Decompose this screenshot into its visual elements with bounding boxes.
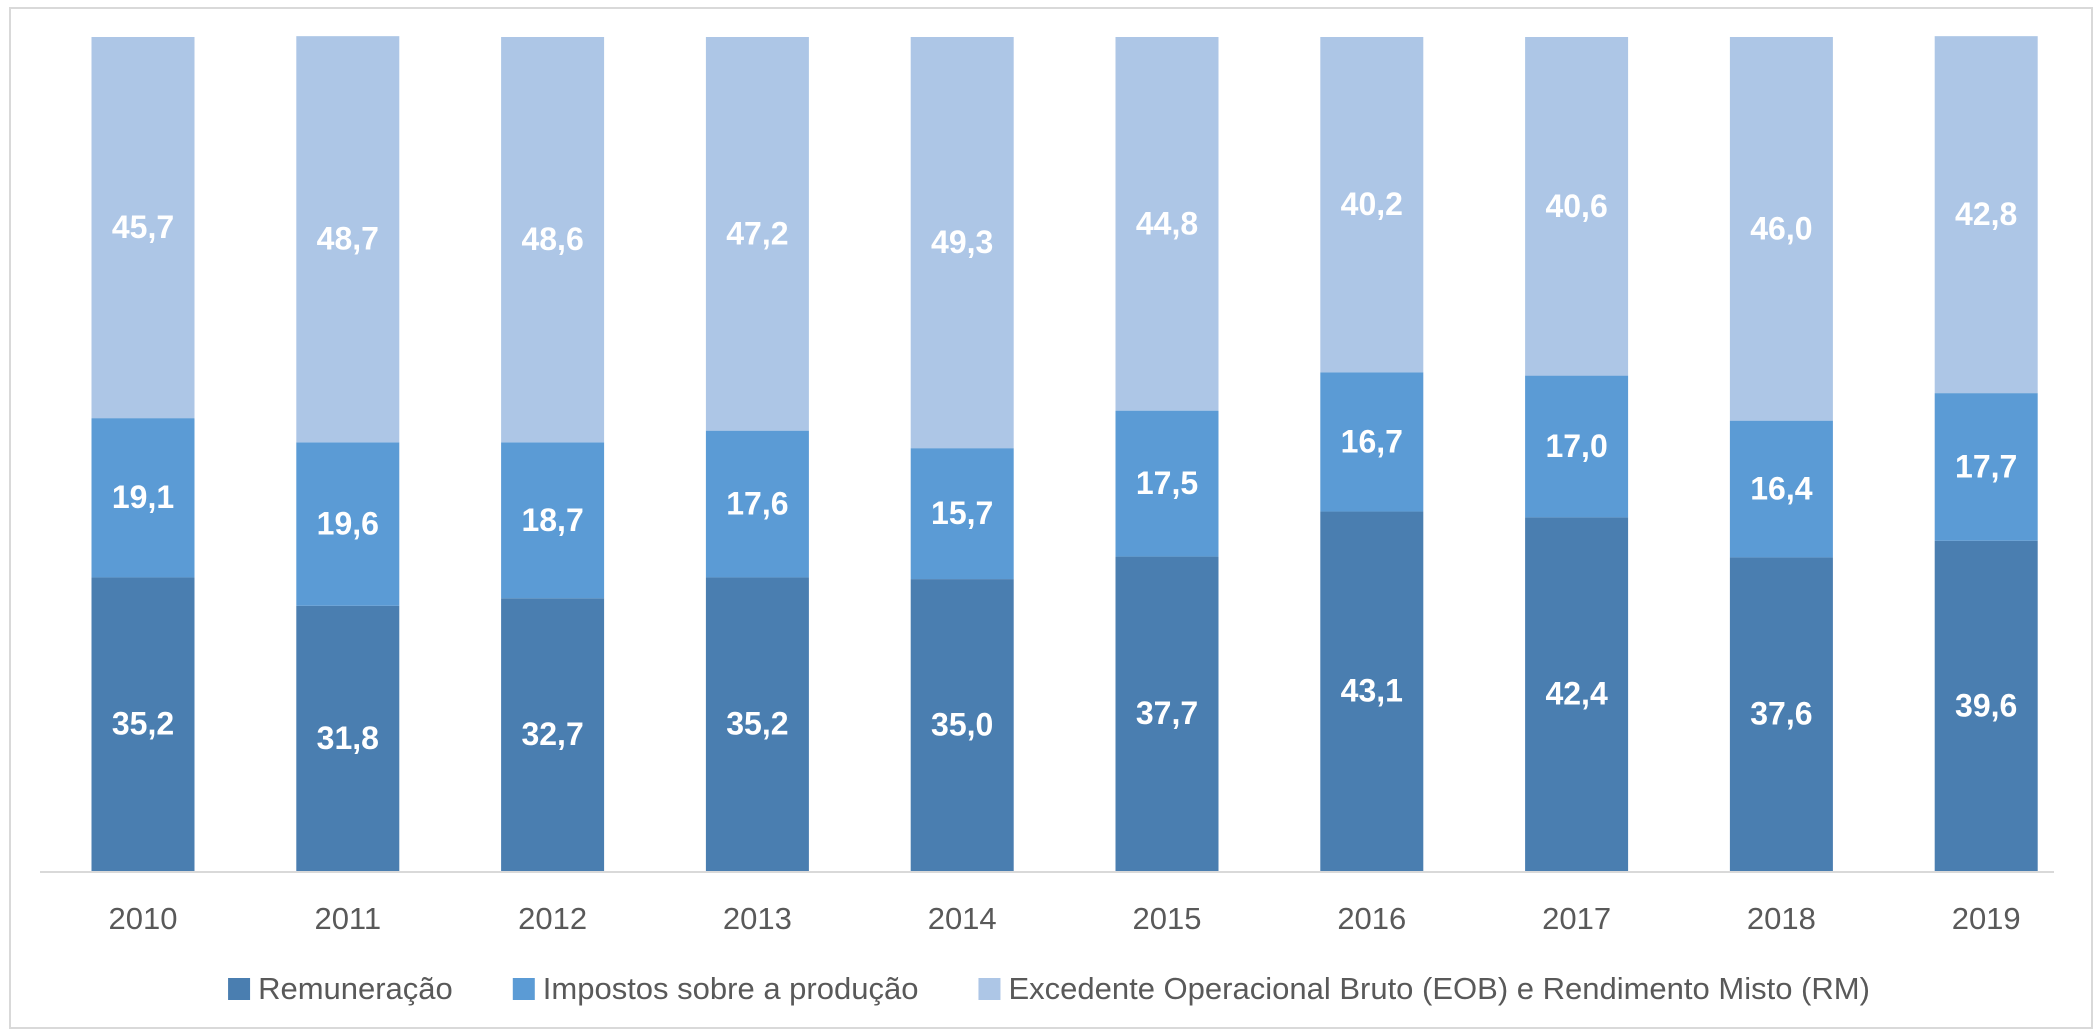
data-label: 18,7 (521, 502, 583, 538)
bar-segment (1115, 556, 1219, 871)
bar-segment (501, 37, 605, 443)
bar-segment (501, 598, 605, 871)
bar-segment (1525, 517, 1629, 871)
bar-segment (1320, 511, 1424, 871)
legend-swatch (228, 978, 251, 1000)
bar-segment (705, 577, 809, 871)
data-label: 19,6 (317, 506, 379, 542)
bar-segment (705, 37, 809, 431)
data-label: 37,6 (1750, 696, 1812, 732)
legend-label: Remuneração (258, 971, 453, 1006)
data-label: 48,7 (317, 221, 379, 257)
x-tick-label: 2010 (109, 901, 178, 936)
bar-segment (1525, 375, 1629, 518)
bar-segment (910, 448, 1014, 580)
bar-segment (296, 442, 400, 606)
data-label: 39,6 (1955, 687, 2017, 723)
data-label: 17,7 (1955, 448, 2017, 484)
x-tick-label: 2018 (1747, 901, 1816, 936)
bar-segment (910, 579, 1014, 871)
data-label: 43,1 (1341, 673, 1403, 709)
bar-segment (1729, 37, 1833, 421)
bar-segment (705, 430, 809, 578)
bar-segment (1934, 393, 2038, 541)
x-tick-label: 2017 (1542, 901, 1611, 936)
data-label: 15,7 (931, 495, 993, 531)
data-label: 16,4 (1750, 470, 1812, 506)
data-label: 45,7 (112, 209, 174, 245)
data-label: 16,7 (1341, 423, 1403, 459)
x-tick-label: 2013 (723, 901, 792, 936)
bar-segment (91, 577, 195, 871)
data-label: 49,3 (931, 224, 993, 260)
data-label: 35,2 (726, 706, 788, 742)
x-tick-label: 2016 (1337, 901, 1406, 936)
data-label: 47,2 (726, 215, 788, 251)
bar-segment (501, 442, 605, 599)
data-label: 42,8 (1955, 196, 2017, 232)
data-label: 35,2 (112, 706, 174, 742)
data-label: 44,8 (1136, 205, 1198, 241)
bar-segment (91, 418, 195, 578)
bar-segment (296, 605, 400, 871)
bar-segment (1525, 37, 1629, 376)
data-label: 48,6 (521, 221, 583, 257)
bar-segment (1934, 36, 2038, 394)
bar-segment (1934, 540, 2038, 871)
x-tick-label: 2019 (1952, 901, 2021, 936)
legend-swatch (512, 978, 535, 1000)
bar-segment (1729, 557, 1833, 871)
legend-label: Excedente Operacional Bruto (EOB) e Rend… (1008, 971, 1869, 1006)
data-label: 17,6 (726, 485, 788, 521)
data-label: 42,4 (1545, 676, 1607, 712)
data-label: 37,7 (1136, 695, 1198, 731)
data-label: 17,5 (1136, 465, 1198, 501)
bar-segment (91, 37, 195, 419)
bar-segment (1115, 37, 1219, 411)
data-label: 40,6 (1545, 188, 1607, 224)
data-label: 31,8 (317, 720, 379, 756)
x-tick-label: 2012 (518, 901, 587, 936)
bar-segment (1320, 37, 1424, 373)
bar-segment (1320, 372, 1424, 512)
bar-segment (1729, 420, 1833, 558)
x-tick-label: 2011 (314, 901, 381, 936)
legend-label: Impostos sobre a produção (543, 971, 919, 1006)
data-label: 19,1 (112, 479, 174, 515)
bar-segment (1115, 410, 1219, 557)
x-tick-label: 2014 (928, 901, 997, 936)
x-tick-label: 2015 (1133, 901, 1202, 936)
legend-swatch (978, 978, 1001, 1000)
data-label: 32,7 (521, 716, 583, 752)
data-label: 46,0 (1750, 210, 1812, 246)
data-label: 17,0 (1545, 428, 1607, 464)
data-label: 40,2 (1341, 186, 1403, 222)
bar-segment (910, 37, 1014, 449)
data-label: 35,0 (931, 707, 993, 743)
bar-segment (296, 36, 400, 443)
